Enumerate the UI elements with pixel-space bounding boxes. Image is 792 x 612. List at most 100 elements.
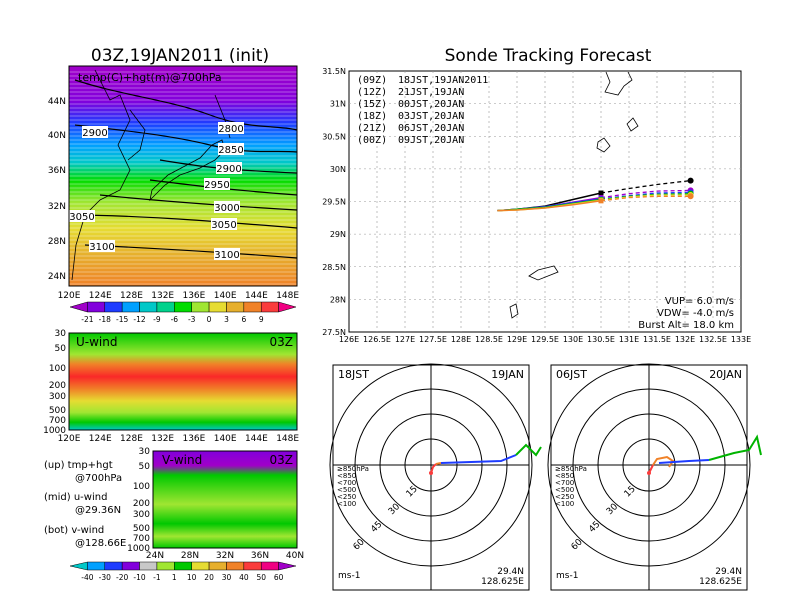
x-tick-label: 133E [731, 335, 751, 344]
contour-label: 3100 [214, 250, 239, 261]
colorbar-swatch [87, 301, 106, 313]
u-wind-frame [68, 332, 298, 431]
pres-tick-label: 1000 [127, 544, 150, 554]
top-lat-labels: 44N 40N 36N 32N 28N 24N [48, 97, 66, 282]
colorbar-swatch [104, 561, 123, 571]
legend-code: (15Z) [357, 99, 387, 110]
island-outline [596, 137, 611, 153]
contour-label: 3000 [214, 203, 239, 214]
hodo-date: 20JAN [709, 368, 742, 381]
hodo-trace [708, 434, 762, 461]
x-tick-label: 131E [619, 335, 639, 344]
x-tick-label: 128E [451, 335, 471, 344]
legend-text: 06JST,20JAN [398, 123, 464, 134]
contour-label: 2850 [218, 145, 243, 156]
colorbar-swatch [139, 301, 158, 313]
x-tick-label: 131.5E [643, 335, 671, 344]
vdw-text: VDW= -4.0 m/s [657, 308, 734, 319]
y-tick-label: 27.5N [322, 328, 346, 337]
contour-label: 2900 [82, 128, 107, 139]
colorbar-label: -20 [116, 573, 128, 582]
colorbar-label: 10 [187, 573, 197, 582]
side-notes: (up) tmp+hgt @700hPa (mid) u-wind @29.36… [44, 460, 126, 549]
note-mid2: @29.36N [75, 505, 121, 516]
track-line-dashed-5 [600, 195, 691, 202]
hodo-level-label: <500 [337, 486, 356, 494]
colorbar-swatch [69, 301, 88, 313]
top-lon-labels: 120E 124E 128E 132E 136E 140E 144E 148E [58, 291, 300, 301]
left-title: 03Z,19JAN2011 (init) [91, 46, 269, 66]
contour-line [74, 124, 298, 153]
pres-tick-label: 30 [139, 447, 151, 457]
hodo-level-label: <850 [337, 472, 356, 480]
note-bot2: @128.66E [75, 538, 126, 549]
y-tick-label: 29.5N [322, 198, 346, 207]
colorbar-label: -30 [99, 573, 111, 582]
panel-top-label: temp(C)+hgt(m)@700hPa [78, 71, 222, 84]
right-title: Sonde Tracking Forecast [445, 46, 652, 66]
colorbar-label: 60 [274, 573, 284, 582]
lon-tick-label: 124E [89, 434, 112, 444]
temp-colorbar: -21 -18 -15 -12 -9 -6 -3 0 3 6 9 [69, 301, 297, 324]
island-outline [604, 71, 633, 96]
colorbar-label: -6 [171, 315, 179, 324]
hodo-level-label: ≥850hPa [337, 465, 369, 473]
legend-code: (18Z) [357, 111, 387, 122]
contour-label: 3100 [89, 242, 114, 253]
x-tick-label: 128.5E [475, 335, 503, 344]
legend-code: (00Z) [357, 135, 387, 146]
x-tick-label: 130E [563, 335, 583, 344]
x-tick-label: 132E [675, 335, 695, 344]
legend-code: (21Z) [357, 123, 387, 134]
hodo-time: 18JST [338, 368, 369, 381]
colorbar-swatch [243, 561, 262, 571]
hodo-level-label: <250 [337, 493, 356, 501]
hodo-origin [429, 471, 433, 475]
track-lines [497, 177, 694, 212]
lon-tick-label: 148E [276, 434, 299, 444]
note-up2: @700hPa [75, 473, 122, 484]
coastline-japan [149, 139, 226, 202]
hodo-trace [435, 462, 442, 465]
colorbar-swatch [208, 301, 227, 313]
contour-line [74, 79, 298, 131]
contour-labels: 2800 2850 2900 2900 2950 3000 3050 3050 … [69, 122, 244, 261]
colorbar-label: 1 [172, 573, 177, 582]
pres-tick-label: 200 [49, 381, 66, 391]
pres-tick-label: 300 [49, 392, 66, 402]
legend-text: 09JST,20JAN [398, 135, 464, 146]
colorbar-label: -15 [116, 315, 128, 324]
track-marker-0 [598, 190, 604, 196]
colorbar-swatch [174, 301, 192, 313]
v-wind-panel: V-wind 03Z [152, 450, 298, 549]
colorbar-label: 30 [222, 573, 232, 582]
hodo-unit: ms-1 [556, 571, 578, 581]
track-grid [349, 71, 741, 332]
hodo-trace [658, 459, 710, 464]
lon-tick-label: 120E [58, 291, 81, 301]
lon-tick-label: 144E [245, 291, 268, 301]
pres-tick-label: 1000 [43, 426, 66, 436]
colorbar-label: -21 [81, 315, 93, 324]
hodo-origin [647, 471, 651, 475]
island-outline [528, 265, 559, 281]
contour-line [99, 194, 298, 211]
hodo-level-label: <700 [337, 479, 356, 487]
track-legend: (09Z) 18JST,19JAN2011 (12Z) 21JST,19JAN (15Z… [357, 75, 488, 146]
y-tick-label: 28N [330, 295, 346, 304]
x-tick-label: 129.5E [531, 335, 559, 344]
colorbar-label: -18 [99, 315, 111, 324]
track-axes: 126E 126.5E 127E 127.5E 128E 128.5E 129E 129.5E… [322, 67, 751, 344]
hodo-date: 19JAN [491, 368, 524, 381]
pres-tick-label: 100 [49, 364, 66, 374]
burst-point-5 [687, 193, 694, 200]
island-outline [509, 303, 519, 319]
coastline-china [71, 69, 131, 281]
x-tick-label: 130.5E [587, 335, 615, 344]
track-line-dashed-0 [600, 179, 691, 194]
pres-tick-label: 30 [55, 329, 67, 339]
wind-colorbar: -40 -30 -20 -10 -1 1 10 20 30 40 50 60 [69, 561, 297, 582]
lon-tick-label: 140E [214, 291, 237, 301]
contour-label: 3050 [69, 212, 94, 223]
